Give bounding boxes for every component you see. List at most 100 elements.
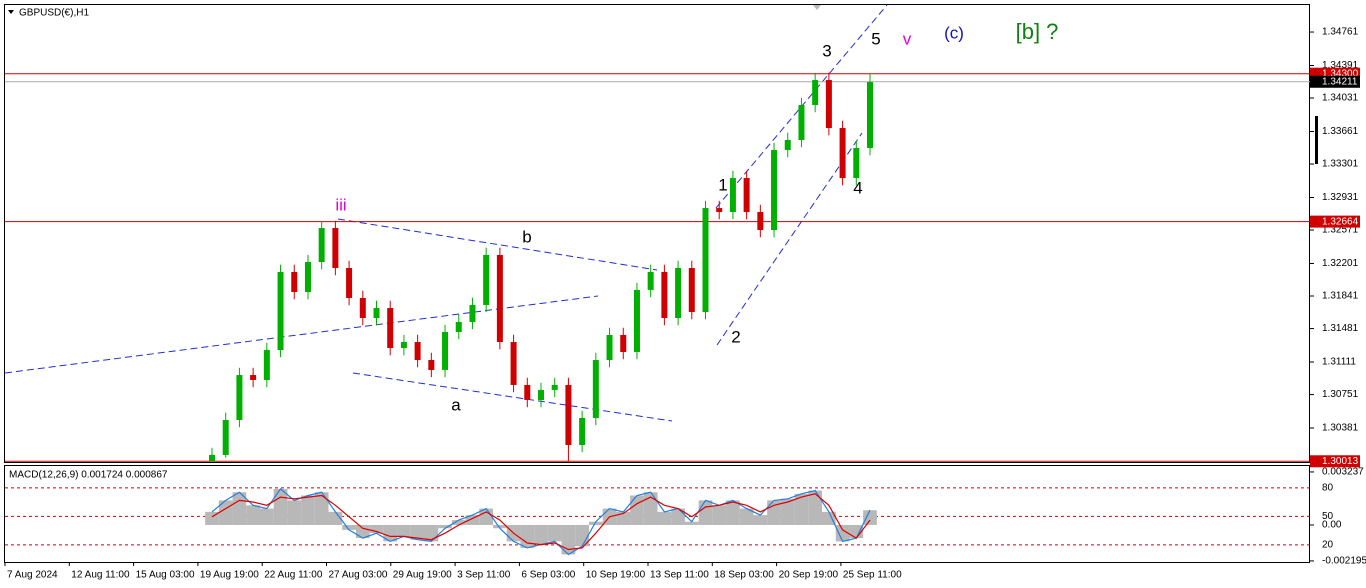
candle-body: [250, 375, 257, 381]
wave-label: 4: [853, 178, 862, 197]
x-tick-label: 10 Sep 19:00: [586, 570, 646, 581]
candle-body: [291, 271, 298, 293]
macd-bar: [465, 515, 480, 525]
macd-bar: [520, 524, 535, 548]
x-tick-label: 20 Sep 19:00: [779, 570, 839, 581]
signal-line: [211, 493, 871, 551]
macd-label: MACD(12,26,9) 0.001724 0.000867: [9, 470, 168, 481]
y-tick-label: 1.33661: [1322, 126, 1359, 137]
macd-bar: [616, 511, 631, 525]
macd-tick-label: -0.002195: [1322, 556, 1366, 567]
macd-bar: [369, 524, 384, 534]
x-tick-label: 7 Aug 2024: [7, 570, 58, 581]
candle-body: [743, 178, 750, 213]
x-tick-label: 6 Sep 03:00: [521, 570, 575, 581]
candle-body: [209, 454, 215, 462]
candle-body: [510, 342, 517, 385]
wave-label: 1: [718, 175, 727, 194]
candle-body: [675, 267, 682, 318]
x-tick-label: 29 Aug 19:00: [393, 570, 452, 581]
candle-body: [483, 254, 490, 305]
x-tick-label: 22 Aug 11:00: [264, 570, 323, 581]
macd-bar: [849, 524, 864, 539]
macd-bar: [397, 524, 411, 537]
candle-body: [579, 417, 586, 446]
macd-bar: [822, 511, 836, 525]
macd-bar: [301, 495, 315, 525]
candle-body: [853, 148, 860, 179]
macd-bar: [246, 505, 260, 525]
wave-label: 2: [731, 327, 740, 346]
y-tick-label: 1.31481: [1322, 323, 1359, 334]
macd-bar: [643, 492, 658, 525]
macd-bar: [547, 524, 562, 542]
macd-tick-label: 0.00: [1322, 520, 1342, 531]
macd-bar: [410, 524, 425, 540]
y-tick-label: 1.32571: [1322, 225, 1359, 236]
candle-body: [867, 82, 873, 149]
candle-body: [771, 150, 778, 231]
macd-bar: [328, 511, 343, 525]
x-tick-label: 19 Aug 19:00: [200, 570, 259, 581]
candle-body: [620, 334, 627, 352]
candle-body: [565, 384, 572, 446]
candle-body: [606, 334, 613, 361]
candle-body: [496, 254, 503, 343]
candle-body: [387, 308, 394, 348]
macd-bar: [438, 524, 452, 529]
macd-bar: [451, 520, 466, 525]
macd-bar: [794, 493, 809, 525]
candle-body: [688, 267, 695, 313]
chart-title: GBPUSD(€),H1: [19, 8, 89, 19]
candle-body: [661, 271, 668, 318]
x-tick-label: 25 Sep 11:00: [843, 570, 902, 581]
candle-body: [825, 80, 832, 129]
candle-body: [839, 128, 846, 179]
candle-body: [359, 298, 366, 318]
x-tick-label: 18 Sep 03:00: [714, 570, 774, 581]
candle-body: [729, 178, 736, 213]
y-tick-label: 1.34391: [1322, 60, 1359, 71]
candle-body: [414, 342, 421, 361]
x-tick-label: 15 Aug 03:00: [136, 570, 195, 581]
macd-bar: [657, 511, 672, 525]
price-tag: [1310, 215, 1360, 228]
macd-bar: [739, 508, 754, 525]
wave-label: iii: [335, 195, 346, 214]
price-pane: [4, 4, 1310, 463]
macd-pane: [4, 465, 1310, 563]
candle-body: [702, 208, 709, 313]
macd-bar: [753, 515, 768, 525]
menu-arrow[interactable]: [8, 10, 14, 14]
candle-body: [263, 349, 270, 381]
macd-bar: [712, 505, 727, 525]
wave-label: a: [451, 395, 461, 414]
macd-bar: [808, 490, 823, 525]
candle-body: [318, 228, 325, 263]
y-tick-label: 1.30751: [1322, 389, 1359, 400]
macd-bar: [630, 495, 644, 525]
candle-body: [633, 289, 640, 352]
macd-bar: [534, 524, 548, 545]
shift-marker: [813, 5, 821, 10]
level-label: 20: [1322, 540, 1334, 551]
macd-bar: [259, 508, 274, 525]
candle-body: [784, 139, 791, 151]
candle-body: [551, 384, 558, 390]
candle-body: [716, 208, 723, 213]
candle-body: [798, 104, 805, 140]
macd-bar: [780, 498, 795, 525]
y-tick-label: 1.32201: [1322, 258, 1359, 269]
wave-label: (c): [944, 23, 964, 42]
macd-bar: [273, 488, 288, 525]
candle-body: [373, 308, 380, 318]
wave-label: 3: [822, 41, 831, 60]
price-tag-label: 1.30013: [1322, 456, 1359, 467]
wave-label: 5: [871, 29, 880, 48]
y-tick-label: 1.31841: [1322, 291, 1359, 302]
macd-bar: [588, 521, 603, 525]
macd-bar: [561, 524, 576, 555]
candle-body: [442, 331, 449, 370]
